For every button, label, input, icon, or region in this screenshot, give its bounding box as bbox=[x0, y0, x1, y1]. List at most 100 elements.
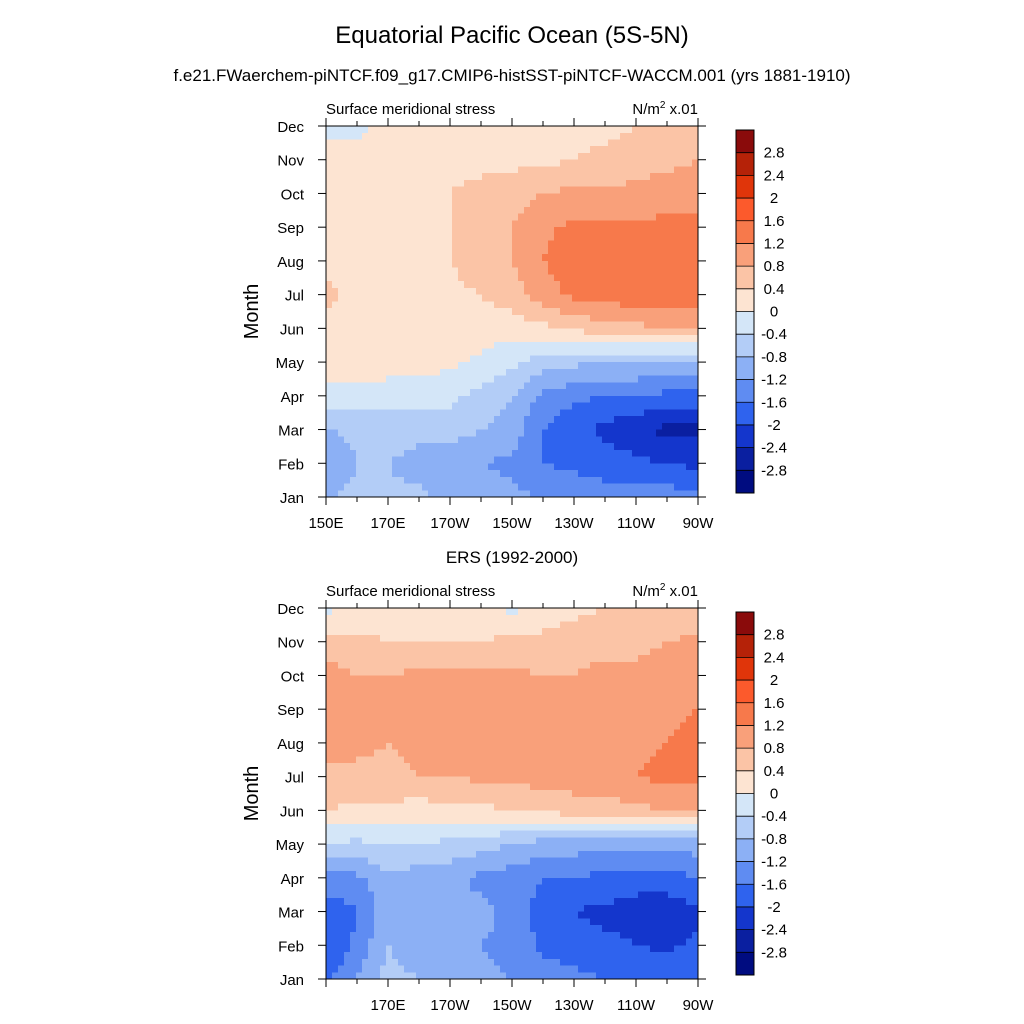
heatmap-cell bbox=[338, 389, 345, 397]
heatmap-cell bbox=[680, 402, 687, 410]
units-label: N/m2 x.01 bbox=[632, 100, 698, 118]
heatmap-cell bbox=[326, 200, 333, 208]
heatmap-cell bbox=[332, 227, 339, 235]
heatmap-cell bbox=[542, 648, 549, 656]
heatmap-cell bbox=[338, 335, 345, 343]
heatmap-cell bbox=[530, 675, 537, 683]
heatmap-cell bbox=[584, 341, 591, 350]
heatmap-cell bbox=[578, 641, 585, 650]
heatmap-cell bbox=[452, 179, 459, 188]
heatmap-cell bbox=[674, 736, 681, 744]
heatmap-cell bbox=[434, 709, 441, 717]
heatmap-cell bbox=[452, 152, 459, 161]
heatmap-cell bbox=[452, 608, 459, 616]
heatmap-cell bbox=[344, 729, 351, 737]
heatmap-cell bbox=[668, 634, 675, 643]
heatmap-cell bbox=[494, 375, 501, 383]
heatmap-cell bbox=[380, 348, 387, 356]
heatmap-cell bbox=[554, 321, 561, 329]
heatmap-cell bbox=[566, 159, 573, 168]
heatmap-cell bbox=[560, 476, 567, 485]
heatmap-cell bbox=[650, 688, 657, 697]
heatmap-cell bbox=[602, 335, 609, 343]
heatmap-cell bbox=[524, 308, 531, 316]
colorbar-label: -2.8 bbox=[761, 462, 787, 479]
heatmap-cell bbox=[344, 159, 351, 168]
heatmap-cell bbox=[668, 621, 675, 629]
heatmap-cell bbox=[392, 193, 399, 201]
heatmap-cell bbox=[620, 152, 627, 161]
heatmap-cell bbox=[512, 389, 519, 397]
heatmap-cell bbox=[686, 159, 693, 168]
heatmap-cell bbox=[596, 742, 603, 751]
heatmap-cell bbox=[572, 395, 579, 404]
heatmap-cell bbox=[416, 227, 423, 235]
heatmap-cell bbox=[362, 348, 369, 356]
heatmap-cell bbox=[620, 470, 627, 478]
heatmap-cell bbox=[392, 402, 399, 410]
heatmap-cell bbox=[680, 443, 687, 451]
heatmap-cell bbox=[506, 736, 513, 744]
heatmap-cell bbox=[620, 422, 627, 431]
heatmap-cell bbox=[416, 688, 423, 697]
heatmap-cell bbox=[356, 449, 363, 458]
heatmap-cell bbox=[572, 722, 579, 731]
heatmap-cell bbox=[428, 281, 435, 289]
heatmap-cell bbox=[656, 456, 663, 464]
heatmap-cell bbox=[578, 634, 585, 643]
heatmap-cell bbox=[554, 287, 561, 296]
heatmap-cell bbox=[608, 206, 615, 215]
heatmap-cell bbox=[674, 695, 681, 704]
heatmap-cell bbox=[362, 722, 369, 731]
heatmap-cell bbox=[464, 186, 471, 195]
heatmap-cell bbox=[326, 301, 333, 309]
heatmap-cell bbox=[326, 621, 333, 629]
heatmap-cell bbox=[452, 476, 459, 485]
heatmap-cell bbox=[434, 294, 441, 302]
heatmap-cell bbox=[368, 362, 375, 370]
heatmap-cell bbox=[536, 341, 543, 350]
heatmap-cell bbox=[458, 389, 465, 397]
heatmap-cell bbox=[470, 682, 477, 690]
heatmap-cell bbox=[512, 166, 519, 174]
heatmap-cell bbox=[674, 294, 681, 302]
heatmap-cell bbox=[668, 702, 675, 710]
heatmap-cell bbox=[596, 470, 603, 478]
heatmap-cell bbox=[614, 749, 621, 757]
heatmap-cell bbox=[470, 470, 477, 478]
heatmap-cell bbox=[644, 463, 651, 471]
heatmap-cell bbox=[458, 281, 465, 289]
heatmap-cell bbox=[344, 449, 351, 458]
heatmap-cell bbox=[668, 382, 675, 390]
heatmap-cell bbox=[386, 422, 393, 431]
heatmap-cell bbox=[434, 648, 441, 656]
heatmap-cell bbox=[578, 348, 585, 356]
heatmap-cell bbox=[332, 132, 339, 141]
heatmap-cell bbox=[386, 206, 393, 215]
heatmap-cell bbox=[422, 695, 429, 704]
heatmap-cell bbox=[566, 126, 573, 134]
heatmap-cell bbox=[596, 429, 603, 437]
heatmap-cell bbox=[344, 715, 351, 724]
heatmap-cell bbox=[644, 490, 651, 498]
heatmap-cell bbox=[368, 200, 375, 208]
heatmap-cell bbox=[356, 267, 363, 275]
heatmap-cell bbox=[458, 443, 465, 451]
heatmap-cell bbox=[470, 233, 477, 242]
heatmap-cell bbox=[596, 328, 603, 336]
heatmap-cell bbox=[350, 682, 357, 690]
heatmap-cell bbox=[692, 756, 699, 764]
heatmap-cell bbox=[368, 368, 375, 377]
heatmap-cell bbox=[470, 274, 477, 282]
heatmap-cell bbox=[386, 139, 393, 147]
heatmap-cell bbox=[542, 655, 549, 663]
heatmap-cell bbox=[464, 688, 471, 697]
heatmap-cell bbox=[590, 715, 597, 724]
heatmap-cell bbox=[608, 220, 615, 228]
heatmap-cell bbox=[530, 621, 537, 629]
heatmap-cell bbox=[530, 436, 537, 444]
y-tick-label: Mar bbox=[278, 423, 304, 440]
heatmap-cell bbox=[374, 756, 381, 764]
heatmap-cell bbox=[440, 267, 447, 275]
heatmap-cell bbox=[614, 294, 621, 302]
